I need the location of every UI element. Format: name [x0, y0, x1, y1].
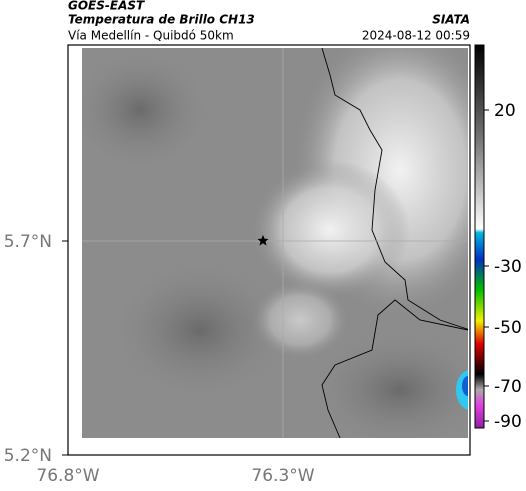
- brand-label: SIATA: [432, 13, 470, 27]
- colorbar: [474, 44, 485, 429]
- lat-label: 5.7°N: [4, 232, 52, 252]
- satellite-image: [82, 48, 468, 438]
- lon-label: 76.3°W: [251, 466, 314, 486]
- source-label: GOES-EAST: [68, 0, 145, 13]
- map-subtitle: Vía Medellín - Quibdó 50km: [68, 29, 234, 43]
- colorbar-tick-label: -90: [494, 412, 522, 432]
- lon-label: 76.8°W: [36, 466, 99, 486]
- lat-label: 5.2°N: [4, 446, 52, 466]
- map-title: Temperatura de Brillo CH13: [68, 13, 255, 27]
- colorbar-tick-label: 20: [494, 101, 516, 121]
- colorbar-tick-label: -70: [494, 377, 522, 397]
- colorbar-ticks: [484, 109, 489, 422]
- colorbar-tick-label: -30: [494, 257, 522, 277]
- timestamp: 2024-08-12 00:59: [362, 29, 470, 43]
- colorbar-tick-label: -50: [494, 318, 522, 338]
